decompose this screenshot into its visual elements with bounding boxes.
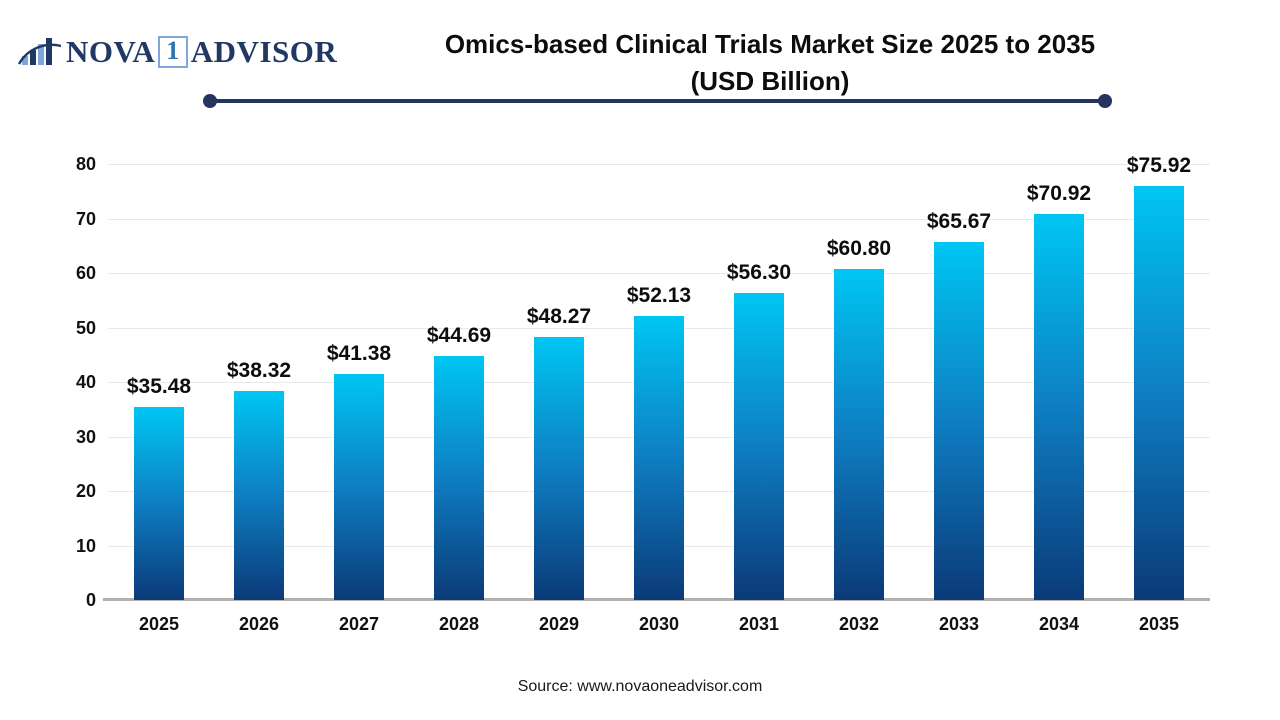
bar-2026 bbox=[234, 391, 284, 600]
logo-text: NOVA 1 ADVISOR bbox=[66, 34, 337, 70]
nova-one-advisor-logo: NOVA 1 ADVISOR bbox=[18, 34, 337, 70]
x-tick-label-2031: 2031 bbox=[738, 614, 780, 634]
bar-2027 bbox=[334, 374, 384, 600]
y-tick-label-30: 30 bbox=[75, 426, 96, 447]
plot-area: $35.48 $38.32 $41.38 $44.69 $48.27 $52.13 $56.… bbox=[103, 154, 1210, 601]
y-tick-label-40: 40 bbox=[75, 372, 96, 392]
underline-left-dot bbox=[203, 94, 217, 108]
y-tick-label-20: 20 bbox=[75, 481, 96, 501]
bar-value-label-2025: $35.48 bbox=[126, 374, 192, 398]
x-tick-label-2028: 2028 bbox=[438, 614, 480, 634]
underline-right-dot bbox=[1098, 94, 1112, 108]
title-underline bbox=[203, 94, 1112, 108]
gridline-70 bbox=[108, 218, 1210, 220]
bar-value-label-2029: $48.27 bbox=[526, 304, 592, 328]
bar-value-label-2034: $70.92 bbox=[1026, 181, 1092, 205]
bar-2035 bbox=[1134, 186, 1184, 600]
bar-value-label-2032: $60.80 bbox=[826, 236, 892, 260]
y-tick-label-0: 0 bbox=[85, 590, 96, 610]
bar-chart-swoosh-icon bbox=[18, 38, 62, 65]
bar-value-label-2031: $56.30 bbox=[726, 261, 792, 285]
x-tick-label-2034: 2034 bbox=[1038, 614, 1080, 634]
y-tick-label-80: 80 bbox=[75, 154, 96, 174]
bar-value-label-2033: $65.67 bbox=[926, 210, 992, 234]
y-tick-label-60: 60 bbox=[75, 263, 96, 283]
bar-2025 bbox=[134, 406, 184, 600]
bar-value-label-2028: $44.69 bbox=[426, 324, 492, 348]
chart-title-line1: Omics-based Clinical Trials Market Size … bbox=[444, 29, 1096, 59]
logo-one-badge: 1 bbox=[158, 36, 188, 68]
x-tick-label-2027: 2027 bbox=[338, 614, 380, 634]
x-tick-label-2035: 2035 bbox=[1138, 614, 1180, 634]
bar-2031 bbox=[734, 293, 784, 600]
gridline-60 bbox=[108, 273, 1210, 274]
x-tick-label-2030: 2030 bbox=[638, 614, 680, 634]
y-tick-label-70: 70 bbox=[75, 208, 96, 229]
x-tick-label-2025: 2025 bbox=[138, 614, 180, 634]
bar-2033 bbox=[934, 242, 984, 600]
logo-text-nova: NOVA bbox=[66, 34, 156, 69]
bar-value-label-2035: $75.92 bbox=[1126, 154, 1192, 178]
logo-text-advisor: ADVISOR bbox=[190, 34, 338, 69]
y-axis-labels: 0 10 20 30 40 50 60 70 80 bbox=[40, 154, 96, 610]
bar-value-label-2026: $38.32 bbox=[226, 359, 292, 383]
bar-2032 bbox=[834, 268, 884, 600]
x-tick-label-2026: 2026 bbox=[238, 614, 280, 634]
bar-value-label-2027: $41.38 bbox=[326, 342, 392, 366]
chart-title-line2: (USD Billion) bbox=[690, 66, 850, 96]
source-text: Source: www.novaoneadvisor.com bbox=[517, 678, 763, 695]
bar-2029 bbox=[534, 336, 584, 600]
y-tick-label-10: 10 bbox=[75, 535, 96, 556]
y-tick-label-50: 50 bbox=[75, 317, 96, 338]
x-tick-label-2029: 2029 bbox=[538, 614, 580, 634]
x-axis-labels: 2025 2026 2027 2028 2029 2030 2031 2032 2033 2034… bbox=[108, 614, 1210, 644]
bar-2028 bbox=[434, 356, 484, 600]
gridline-80 bbox=[108, 164, 1210, 165]
bar-value-label-2030: $52.13 bbox=[626, 283, 692, 307]
x-tick-label-2033: 2033 bbox=[938, 614, 980, 634]
chart-title: Omics-based Clinical Trials Market Size … bbox=[290, 26, 1250, 100]
bar-2030 bbox=[634, 315, 684, 600]
x-tick-label-2032: 2032 bbox=[838, 614, 880, 634]
bar-2034 bbox=[1034, 213, 1084, 600]
